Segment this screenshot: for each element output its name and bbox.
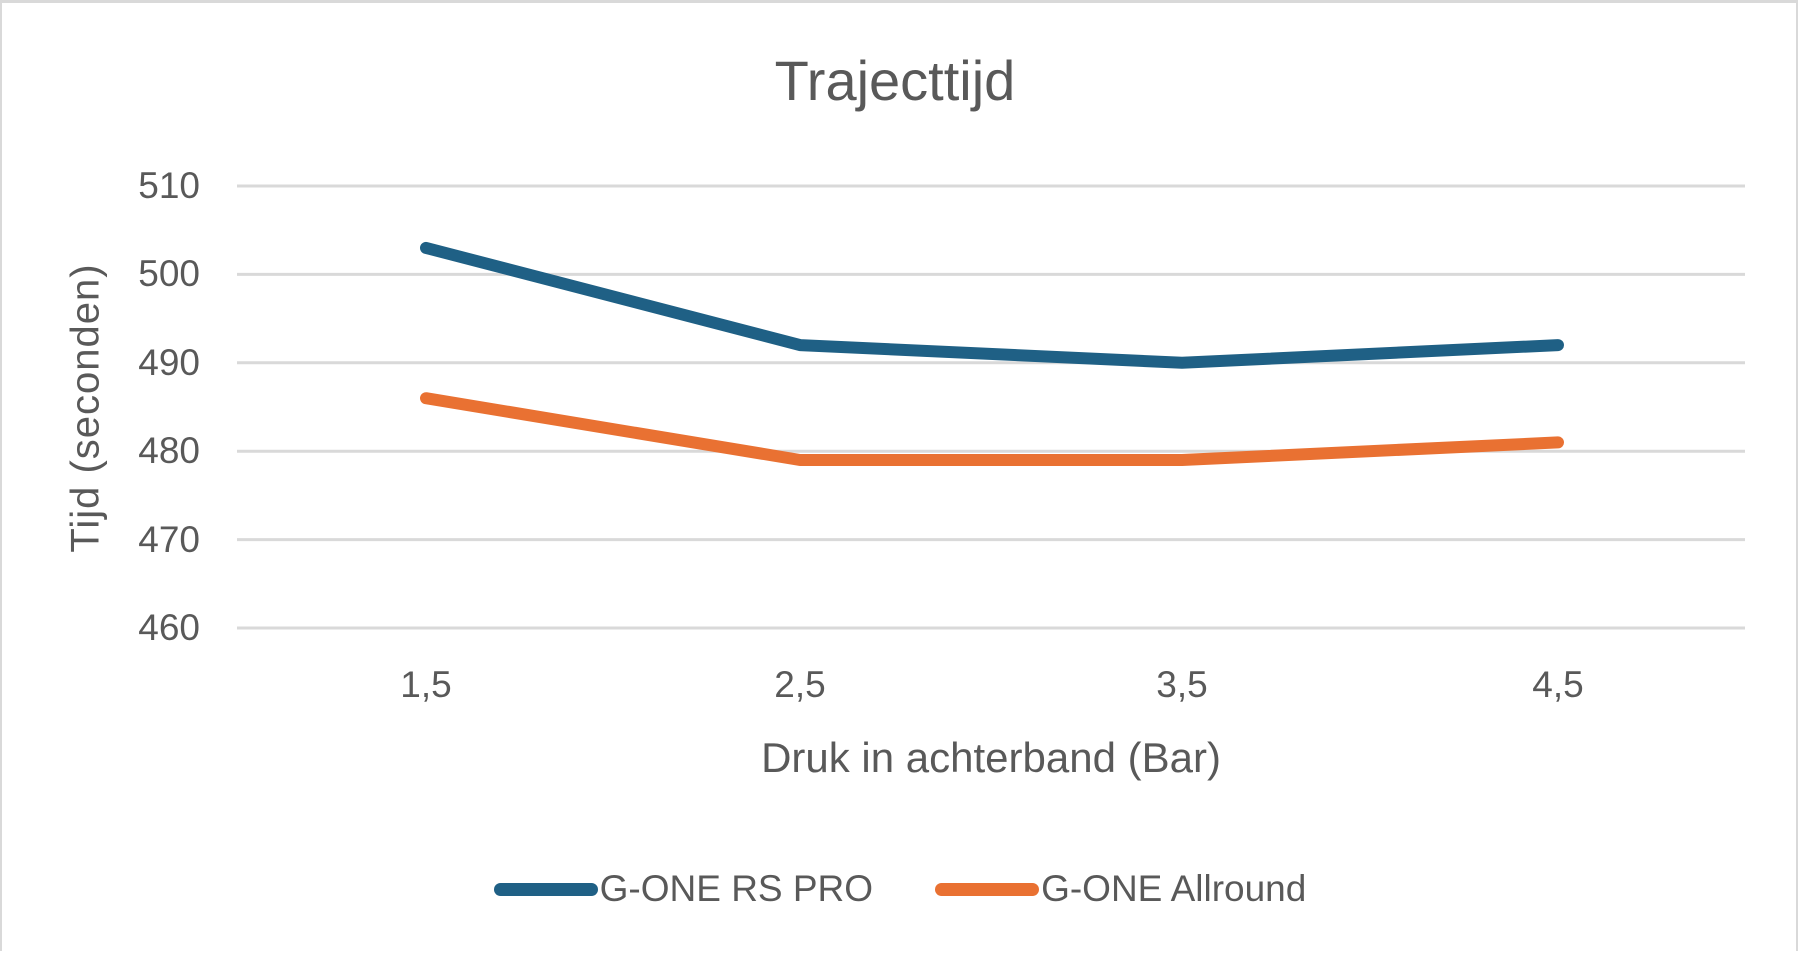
legend-item-rs-pro[interactable]: G-ONE RS PRO (493, 868, 874, 910)
series-line-1[interactable] (420, 392, 1564, 466)
y-tick-label: 470 (138, 518, 200, 560)
legend-swatch-icon (935, 882, 1040, 896)
y-tick-label: 510 (138, 165, 200, 206)
x-tick-label: 4,5 (1532, 664, 1584, 705)
x-tick-label: 2,5 (774, 664, 826, 705)
y-tick-label: 500 (138, 253, 200, 295)
legend-label: G-ONE Allround (1041, 868, 1307, 909)
legend: G-ONE RS PRO G-ONE Allround (0, 868, 1800, 910)
legend-label: G-ONE RS PRO (599, 868, 874, 909)
x-tick-label: 3,5 (1156, 664, 1208, 705)
legend-swatch-icon (493, 882, 598, 896)
y-tick-label: 460 (138, 607, 200, 648)
x-axis-title: Druk in achterband (Bar) (761, 734, 1221, 781)
x-tick-label: 1,5 (400, 664, 452, 705)
y-tick-label: 480 (138, 430, 200, 472)
chart-title: Trajecttijd (774, 49, 1016, 112)
legend-item-allround[interactable]: G-ONE Allround (935, 868, 1306, 910)
series-line-0[interactable] (420, 241, 1564, 369)
y-tick-label: 490 (138, 341, 200, 383)
